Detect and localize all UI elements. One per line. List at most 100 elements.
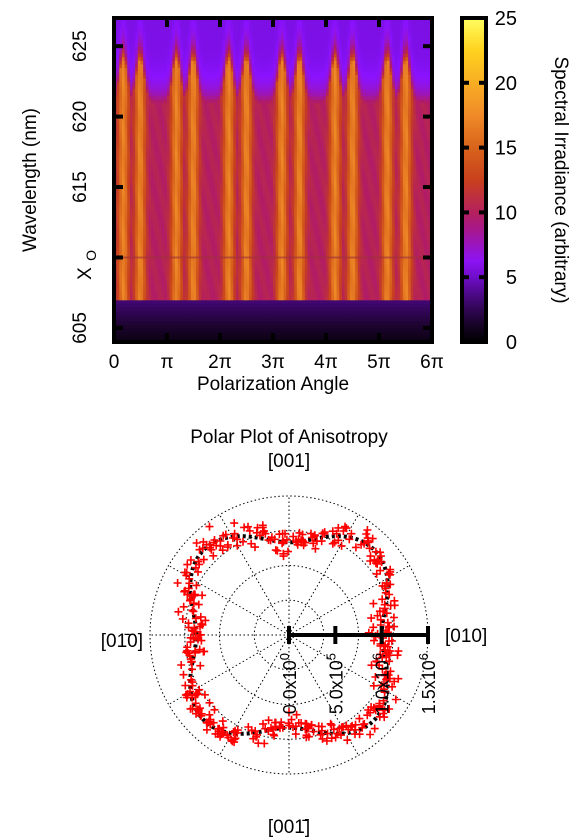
heatmap-cell <box>132 144 136 149</box>
heatmap-cell <box>172 172 176 178</box>
heatmap-cell <box>235 232 240 237</box>
heatmap-cell <box>201 253 205 259</box>
heatmap-cell <box>238 116 242 121</box>
heatmap-cell <box>233 201 237 206</box>
heatmap-cell <box>119 289 123 294</box>
heatmap-cell <box>209 130 213 135</box>
heatmap-cell <box>159 137 163 142</box>
heatmap-cell <box>249 116 253 121</box>
heatmap-cell <box>143 91 147 97</box>
heatmap-cell <box>204 25 208 30</box>
heatmap-cell <box>180 310 184 315</box>
heatmap-cell <box>204 331 208 336</box>
heatmap-cell <box>235 180 240 185</box>
heatmap-cell <box>246 197 250 202</box>
heatmap-cell <box>209 102 213 107</box>
heatmap-cell <box>140 218 144 223</box>
heatmap-cell <box>190 275 195 280</box>
heatmap-cell <box>116 187 120 192</box>
heatmap-cell <box>153 120 157 125</box>
heatmap-cell <box>159 60 163 65</box>
heatmap-cell <box>145 282 150 287</box>
heatmap-cell <box>143 190 147 195</box>
heatmap-cell <box>124 130 128 135</box>
heatmap-cell <box>116 243 120 248</box>
heatmap-cell <box>132 130 136 135</box>
heatmap-cell <box>174 334 179 340</box>
heatmap-cell <box>177 320 181 325</box>
heatmap-cell <box>230 229 234 234</box>
heatmap-cell <box>212 183 216 188</box>
heatmap-cell <box>251 282 256 287</box>
heatmap-cell <box>180 74 184 79</box>
heatmap-cell <box>182 282 187 287</box>
heatmap-cell <box>238 264 242 269</box>
heatmap-cell <box>254 137 258 142</box>
heatmap-cell <box>251 70 256 75</box>
heatmap-cell <box>193 172 197 178</box>
heatmap-cell <box>233 180 237 185</box>
heatmap-cell <box>222 218 226 223</box>
heatmap-cell <box>249 197 253 202</box>
heatmap-cell <box>180 172 184 178</box>
heatmap-cell <box>235 313 240 318</box>
heatmap-cell <box>193 84 197 90</box>
heatmap-cell <box>185 46 189 51</box>
heatmap-cell <box>164 176 168 181</box>
heatmap-cell <box>190 331 195 336</box>
heatmap-cell <box>193 130 197 135</box>
heatmap-cell <box>132 292 136 297</box>
heatmap-cell <box>169 67 173 72</box>
heatmap-cell <box>251 63 256 68</box>
heatmap-cell <box>188 299 192 304</box>
heatmap-cell <box>251 127 256 132</box>
heatmap-cell <box>217 299 221 304</box>
heatmap-cell <box>164 197 168 202</box>
heatmap-cell <box>140 134 144 139</box>
heatmap-cell <box>153 261 157 266</box>
heatmap-cell <box>177 35 181 40</box>
heatmap-cell <box>188 35 192 40</box>
heatmap-cell <box>169 282 173 287</box>
heatmap-cell <box>167 165 171 171</box>
heatmap-cell <box>233 320 237 325</box>
heatmap-cell <box>209 127 213 132</box>
heatmap-cell <box>145 35 150 40</box>
heatmap-cell <box>161 201 165 206</box>
heatmap-cell <box>140 334 144 340</box>
heatmap-cell <box>238 148 242 153</box>
heatmap-cell <box>225 144 229 149</box>
heatmap-cell <box>119 123 123 128</box>
heatmap-cell <box>217 222 221 227</box>
heatmap-cell <box>201 218 205 223</box>
heatmap-cell <box>238 141 242 146</box>
heatmap-cell <box>206 172 210 178</box>
heatmap-cell <box>121 46 126 51</box>
heatmap-cell <box>241 162 245 167</box>
heatmap-cell <box>145 46 150 51</box>
heatmap-cell <box>254 106 258 111</box>
heatmap-cell <box>206 113 210 118</box>
heatmap-cell <box>206 268 210 273</box>
heatmap-cell <box>243 253 248 259</box>
heatmap-cell <box>129 120 134 125</box>
heatmap-cell <box>246 190 250 195</box>
heatmap-cell <box>137 91 142 97</box>
heatmap-cell <box>220 151 224 156</box>
heatmap-cell <box>220 155 224 160</box>
heatmap-cell <box>182 176 187 181</box>
heatmap-cell <box>217 28 221 33</box>
heatmap-cell <box>182 190 187 195</box>
heatmap-cell <box>167 35 171 40</box>
heatmap-cell <box>151 70 155 75</box>
heatmap-cell <box>159 49 163 54</box>
heatmap-cell <box>169 264 173 269</box>
heatmap-cell <box>124 46 128 51</box>
heatmap-cell <box>169 310 173 315</box>
heatmap-cell <box>235 327 240 333</box>
heatmap-cell <box>230 183 234 188</box>
heatmap-cell <box>151 278 155 283</box>
heatmap-cell <box>201 63 205 68</box>
heatmap-cell <box>193 222 197 227</box>
heatmap-cell <box>137 289 142 294</box>
